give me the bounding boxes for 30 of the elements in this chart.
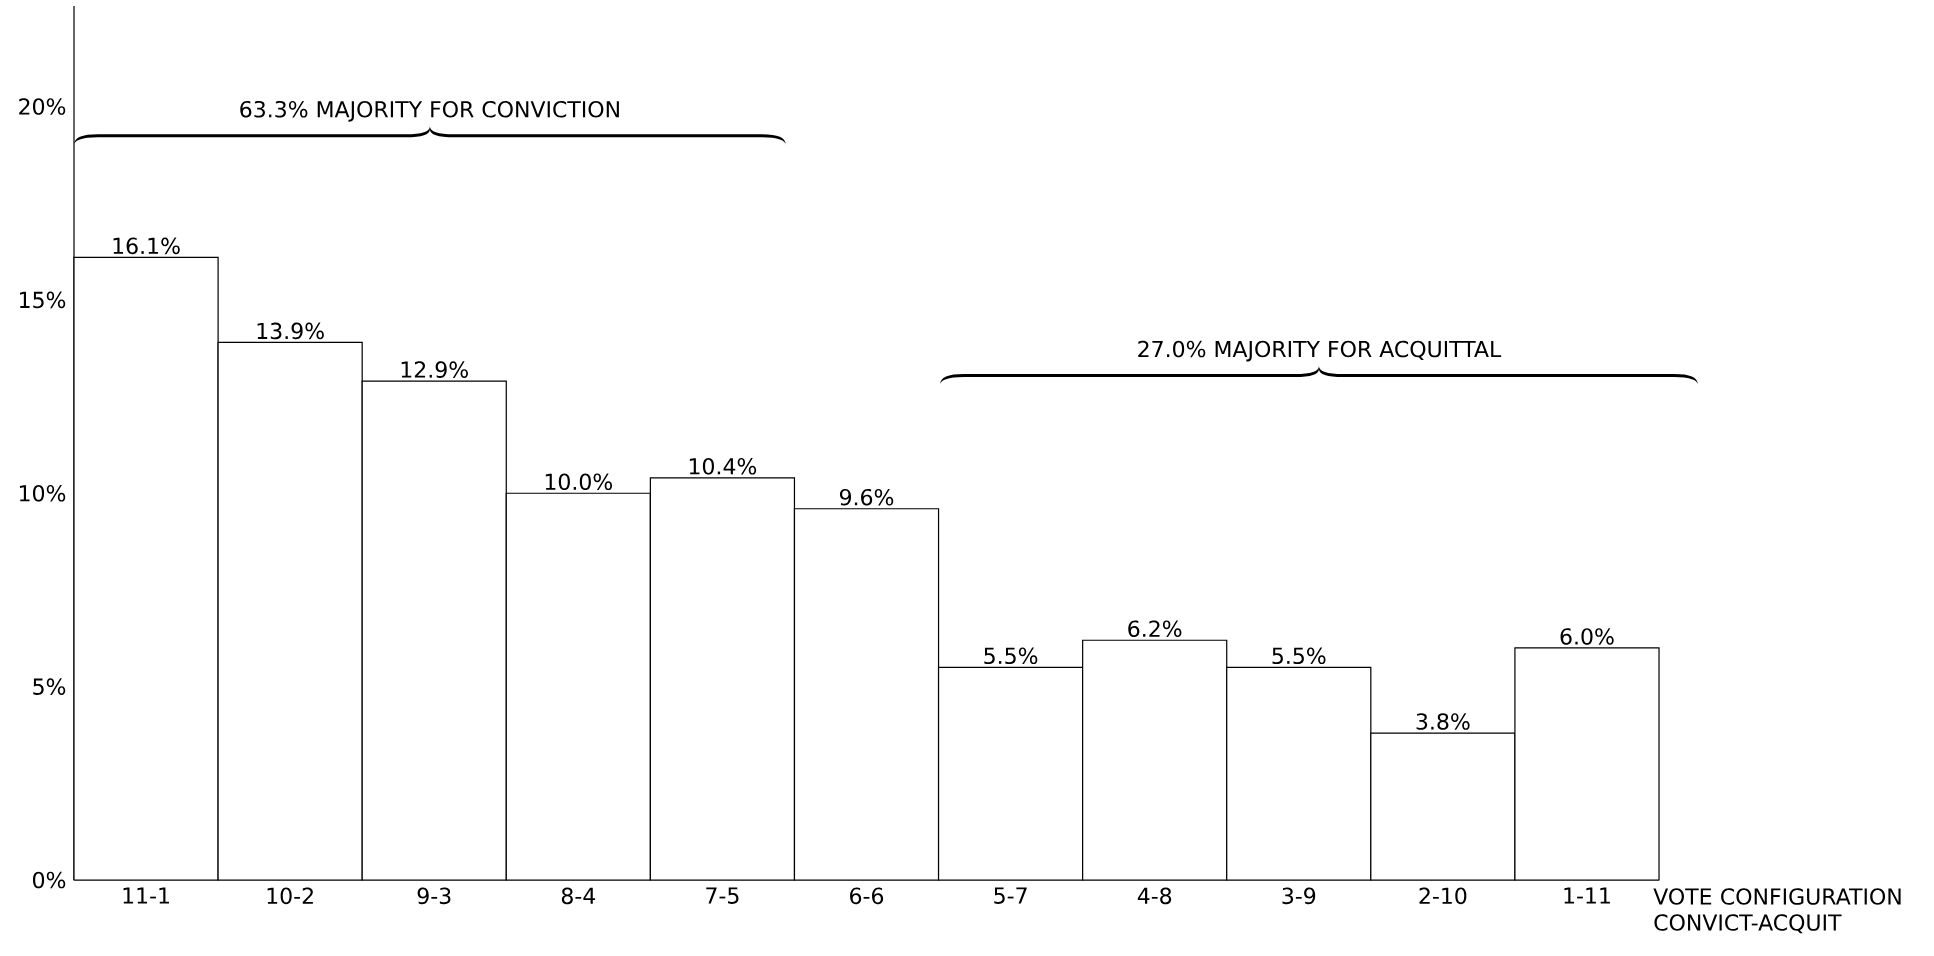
data-label: 16.1% xyxy=(113,237,180,255)
annotation: 27.0% MAJORITY FOR ACQUITTAL xyxy=(1138,340,1502,362)
y-tick-label: 10% xyxy=(19,484,66,502)
x-tick-label: 9-3 xyxy=(417,887,451,905)
x-tick-label: 11-1 xyxy=(123,887,169,904)
data-label: 9.6% xyxy=(839,488,894,506)
x-tick-label: 3-9 xyxy=(1282,887,1316,905)
x-tick-label: 2-10 xyxy=(1419,887,1467,905)
data-label: 3.8% xyxy=(1416,713,1470,730)
x-tick-label: 8-4 xyxy=(561,887,596,905)
x-tick-label: 6-6 xyxy=(850,887,884,905)
x-axis-title: VOTE CONFIGURATION CONVICT-ACQUIT xyxy=(1653,888,1901,934)
x-tick-label: 1-11 xyxy=(1564,887,1610,904)
data-label: 6.2% xyxy=(1128,620,1182,638)
data-label: 13.9% xyxy=(257,322,324,340)
data-label: 10.0% xyxy=(545,473,613,491)
data-label: 12.9% xyxy=(401,361,468,378)
data-label: 5.5% xyxy=(984,647,1038,665)
y-tick-label: 0% xyxy=(33,871,66,889)
y-tick-label: 5% xyxy=(33,678,66,695)
x-tick-label: 10-2 xyxy=(267,887,313,905)
data-label: 5.5% xyxy=(1272,647,1326,665)
annotation: 63.3% MAJORITY FOR CONVICTION xyxy=(240,100,619,122)
x-tick-label: 4-8 xyxy=(1137,887,1172,905)
x-tick-label: 7-5 xyxy=(706,887,739,904)
x-tick-label: 5-7 xyxy=(994,887,1027,904)
data-label: 10.4% xyxy=(689,457,757,475)
y-tick-label: 15% xyxy=(19,291,66,309)
data-label: 6.0% xyxy=(1560,628,1614,645)
y-tick-label: 20% xyxy=(19,98,66,115)
